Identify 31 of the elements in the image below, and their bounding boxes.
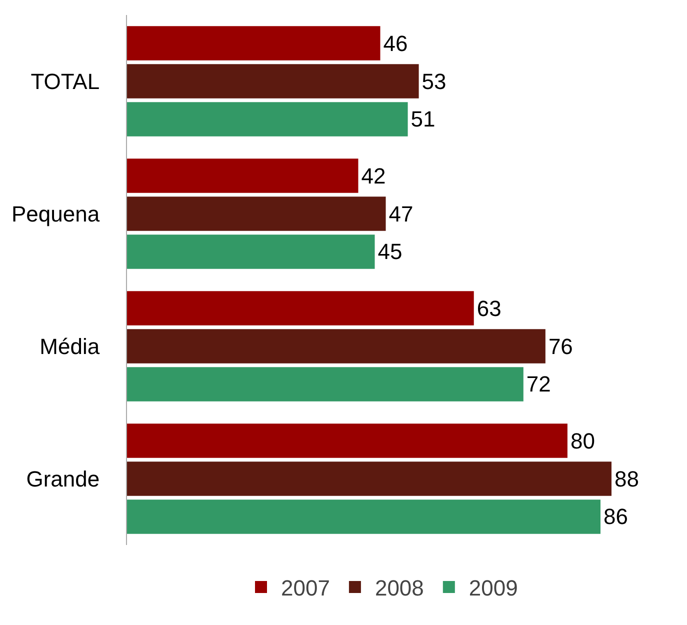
- legend-label: 2008: [374, 576, 424, 601]
- bar: [127, 196, 386, 231]
- data-label: 76: [548, 334, 573, 359]
- bar: [127, 462, 612, 496]
- data-label: 53: [422, 68, 446, 94]
- data-label: 45: [378, 239, 402, 264]
- y-tick-label: TOTAL: [30, 68, 100, 94]
- y-tick-label: Média: [40, 334, 100, 359]
- legend-label: 2007: [281, 576, 330, 601]
- data-label: 72: [526, 372, 551, 397]
- bar: [127, 500, 600, 534]
- bar: [127, 291, 474, 326]
- bar: [127, 64, 419, 98]
- data-label: 88: [614, 466, 639, 492]
- legend-label: 2009: [468, 576, 518, 601]
- data-label: 80: [570, 428, 595, 454]
- y-tick-label: Pequena: [12, 201, 100, 226]
- bar: [127, 102, 408, 136]
- bar: [127, 329, 546, 364]
- data-label: 63: [476, 296, 502, 321]
- bar: [127, 367, 524, 402]
- data-label: 46: [383, 30, 408, 56]
- bar: [127, 424, 568, 458]
- data-label: 86: [603, 504, 628, 530]
- bar: [127, 234, 375, 269]
- y-tick-label: Grande: [26, 466, 100, 492]
- data-label: 42: [361, 163, 386, 188]
- data-label: 47: [388, 201, 414, 226]
- data-label: 51: [410, 106, 436, 132]
- bar: [127, 26, 380, 60]
- bar: [127, 158, 358, 193]
